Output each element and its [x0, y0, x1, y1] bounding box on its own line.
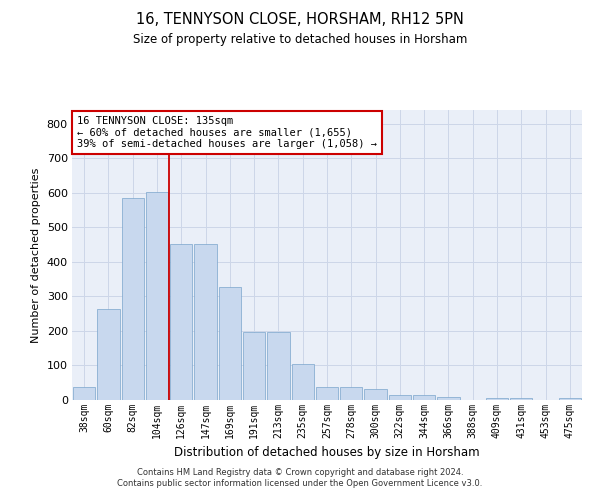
Bar — [559, 398, 581, 400]
Bar — [97, 308, 119, 400]
Bar — [122, 198, 144, 400]
Bar — [316, 387, 338, 400]
Bar — [146, 192, 168, 400]
Text: Size of property relative to detached houses in Horsham: Size of property relative to detached ho… — [133, 32, 467, 46]
Bar — [218, 287, 241, 400]
Text: 16 TENNYSON CLOSE: 135sqm
← 60% of detached houses are smaller (1,655)
39% of se: 16 TENNYSON CLOSE: 135sqm ← 60% of detac… — [77, 116, 377, 149]
Bar — [437, 396, 460, 400]
Bar — [413, 395, 436, 400]
Bar — [364, 389, 387, 400]
Bar — [292, 364, 314, 400]
Y-axis label: Number of detached properties: Number of detached properties — [31, 168, 41, 342]
Bar — [340, 387, 362, 400]
Bar — [510, 398, 532, 400]
Bar — [194, 244, 217, 400]
Bar — [486, 398, 508, 400]
Text: 16, TENNYSON CLOSE, HORSHAM, RH12 5PN: 16, TENNYSON CLOSE, HORSHAM, RH12 5PN — [136, 12, 464, 28]
Bar — [170, 244, 193, 400]
Bar — [243, 332, 265, 400]
Bar — [267, 332, 290, 400]
Text: Contains HM Land Registry data © Crown copyright and database right 2024.
Contai: Contains HM Land Registry data © Crown c… — [118, 468, 482, 487]
Bar — [73, 387, 95, 400]
Bar — [389, 395, 411, 400]
X-axis label: Distribution of detached houses by size in Horsham: Distribution of detached houses by size … — [174, 446, 480, 460]
